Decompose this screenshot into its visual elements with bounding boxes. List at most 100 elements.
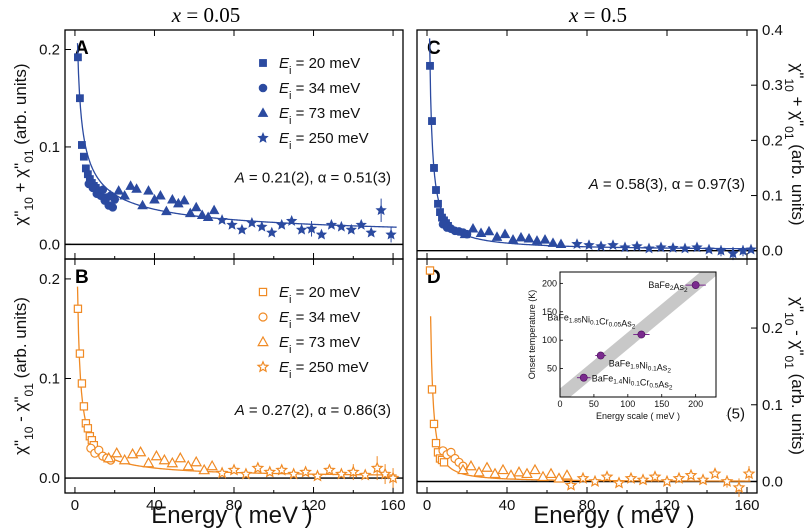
y-axis-label-part: χ" (788, 63, 807, 78)
inset-label-part: 0.1 (590, 320, 599, 327)
inset-y-tick-label: 200 (542, 278, 557, 288)
col-title-var: x (171, 3, 182, 27)
data-point (161, 205, 172, 216)
legend-marker (258, 312, 268, 322)
inset-point-label: BaFe2As2 (648, 280, 688, 294)
inset-label-part: 1.85 (569, 318, 582, 325)
series-triangle (105, 180, 220, 221)
data-point (365, 226, 377, 238)
data-point (198, 463, 210, 475)
y-axis-label-part: 10 (22, 197, 36, 211)
inset-point-label: BaFe1.85Ni0.1Cr0.05As2 (547, 313, 635, 331)
y-axis-label-part: 10 (22, 426, 36, 440)
data-point (426, 61, 434, 70)
data-point (227, 463, 241, 476)
y-axis-label-part: 01 (22, 383, 36, 397)
data-point (545, 467, 557, 479)
data-point (457, 463, 469, 475)
data-point (576, 471, 590, 484)
data-point (263, 465, 277, 478)
data-point (299, 465, 313, 478)
x-tick-label: 160 (381, 497, 406, 514)
y-tick-label: 0.0 (39, 236, 60, 253)
inset-label-part: Ni (639, 361, 648, 371)
data-point (600, 470, 614, 483)
data-point (285, 215, 298, 226)
data-point (305, 222, 318, 234)
y-tick-label: 0.1 (39, 370, 60, 387)
data-point (531, 235, 543, 245)
x-tick-label: 40 (146, 497, 163, 514)
data-point (102, 451, 115, 463)
data-point (571, 238, 583, 249)
x-tick-label: 160 (734, 497, 759, 514)
legend-E: E (279, 55, 290, 72)
data-point (206, 459, 218, 471)
panels: 0.00.10.2χ"10 + χ"01 (arb. units)AA = 0.… (11, 22, 807, 514)
y-axis-label-part: + χ" (11, 163, 30, 197)
data-point (126, 447, 139, 459)
legend-sub: i (289, 344, 291, 356)
data-point (465, 459, 477, 471)
legend-value: = 20 meV (291, 55, 360, 72)
ann-A-value: = 0.27(2), (245, 402, 318, 419)
legend-value: = 250 meV (291, 359, 368, 376)
data-point (428, 117, 436, 125)
data-point (78, 141, 86, 149)
data-point (672, 471, 686, 484)
fit-annotation: A = 0.27(2), α = 0.86(3) (234, 402, 391, 419)
data-point (679, 242, 691, 254)
y-tick-label: 0.0 (39, 470, 60, 487)
data-point (215, 466, 229, 479)
data-point (83, 424, 93, 433)
column-title-right: x = 0.5 (568, 3, 627, 27)
series-triangle (457, 459, 573, 483)
legend-value: = 250 meV (291, 130, 368, 147)
data-point (430, 164, 438, 172)
inset-y-tick-label: 50 (547, 364, 557, 374)
panel-A: 0.00.10.2χ"10 + χ"01 (arb. units)AA = 0.… (11, 29, 404, 260)
legend-value: = 73 meV (291, 105, 360, 122)
data-point (483, 225, 495, 236)
data-point (660, 474, 674, 487)
ann-A-symbol: A (234, 170, 245, 187)
legend-label: Ei = 34 meV (279, 80, 360, 102)
inset-x-tick-label: 100 (620, 399, 635, 409)
data-point (236, 223, 248, 235)
data-point (529, 463, 541, 475)
data-point (108, 203, 118, 212)
y-axis-label-part: 10 (782, 312, 796, 326)
y-axis-label-part: 10 (782, 78, 796, 92)
data-point (358, 468, 372, 481)
inset-x-tick-label: 50 (589, 399, 599, 409)
data-point (325, 218, 338, 230)
data-point (167, 193, 178, 204)
inset-point (596, 351, 605, 360)
data-point (561, 469, 573, 480)
x-tick-label: 80 (579, 497, 596, 514)
legend-label: Ei = 73 meV (279, 105, 360, 127)
data-point (432, 186, 440, 194)
y-tick-label: 0.2 (39, 271, 60, 288)
data-point (481, 461, 493, 472)
data-point (684, 468, 698, 481)
legend-label: Ei = 20 meV (279, 284, 360, 306)
ann-alpha: α = 0.97(3) (672, 176, 745, 193)
ann-A-value: = 0.58(3), (599, 176, 672, 193)
col-title-eq: = (181, 3, 203, 27)
inset-label-part: 0.1 (648, 366, 657, 373)
data-point (208, 204, 220, 215)
series-star (216, 198, 397, 243)
data-point (190, 455, 203, 467)
ann-alpha: α = 0.51(3) (318, 170, 391, 187)
legend-value: = 20 meV (291, 284, 360, 301)
data-point (182, 459, 195, 471)
inset-label-part: As (621, 319, 632, 329)
y-axis-label-part: + χ" (788, 92, 807, 126)
data-point (334, 467, 348, 480)
y-tick-label: 0.1 (762, 188, 783, 205)
data-point (150, 449, 163, 461)
panel-label: B (75, 267, 89, 288)
inset-label-part: As (657, 363, 668, 373)
